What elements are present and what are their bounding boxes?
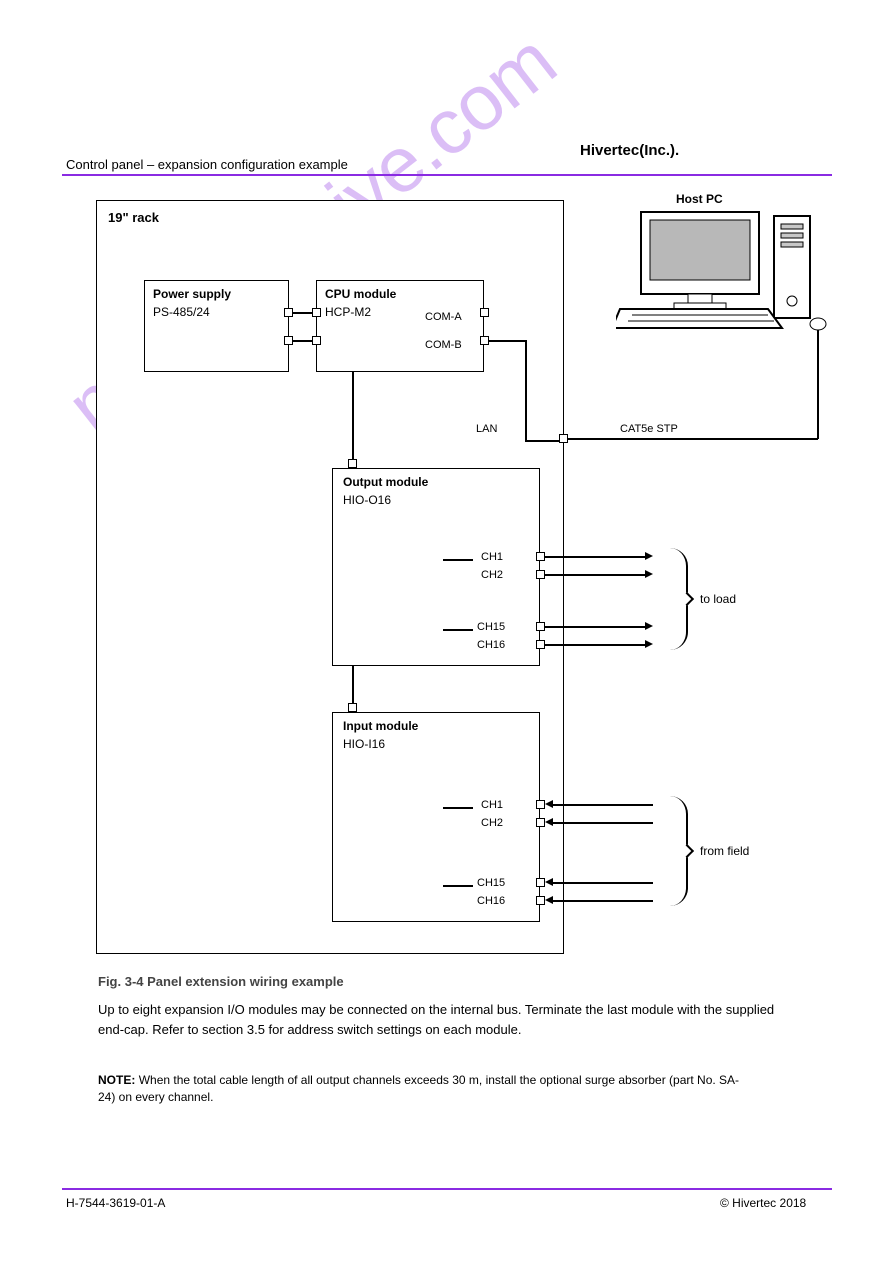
in-port-16	[536, 896, 545, 905]
cpu-port-left-b	[312, 336, 321, 345]
lan-cable-label: CAT5e STP	[620, 423, 678, 435]
out-line-15	[545, 626, 645, 628]
rack-label: 19" rack	[108, 210, 159, 225]
note-label: NOTE:	[98, 1073, 135, 1087]
out-ch1: CH1	[481, 551, 503, 563]
in-dash-2	[443, 885, 473, 887]
in-port-2	[536, 818, 545, 827]
header-doc-title: Control panel – expansion configuration …	[66, 157, 348, 172]
bus-v-mid	[352, 666, 354, 703]
in-dash-1	[443, 807, 473, 809]
out-side-label: to load	[700, 592, 736, 606]
cpu-com-b: COM-B	[425, 339, 462, 351]
host-pc-icon	[616, 206, 831, 334]
bus-v-left	[352, 372, 354, 462]
figure-paragraph: Up to eight expansion I/O modules may be…	[98, 1000, 798, 1039]
footer-right: © Hivertec 2018	[720, 1196, 806, 1210]
out-dash-2	[443, 629, 473, 631]
power-supply-box: Power supply PS-485/24	[144, 280, 289, 372]
in-brace	[658, 796, 688, 906]
figure-caption: Fig. 3-4 Panel extension wiring example	[98, 974, 344, 989]
out-title: Output module	[343, 475, 428, 489]
out-port-1	[536, 552, 545, 561]
in-arrow-15	[545, 878, 553, 886]
cpu-port-com-b	[480, 336, 489, 345]
in-side-label: from field	[700, 844, 749, 858]
in-ch16: CH16	[477, 895, 505, 907]
output-module-box: Output module HIO-O16 CH1 CH2 CH15 CH16	[332, 468, 540, 666]
in-line-15	[553, 882, 653, 884]
cpu-name: HCP-M2	[325, 305, 371, 319]
rack-lan-port	[559, 434, 568, 443]
in-port-15	[536, 878, 545, 887]
in-ch15: CH15	[477, 877, 505, 889]
in-bus-port	[348, 703, 357, 712]
out-port-2	[536, 570, 545, 579]
bus-h1	[489, 340, 525, 342]
in-arrow-16	[545, 896, 553, 904]
footer-rule	[62, 1188, 832, 1190]
in-line-16	[553, 900, 653, 902]
in-arrow-1	[545, 800, 553, 808]
in-arrow-2	[545, 818, 553, 826]
bus-v1	[525, 340, 527, 440]
header-section-title: Hivertec(Inc.).	[580, 142, 679, 159]
out-brace	[658, 548, 688, 650]
out-arrow-15	[645, 622, 653, 630]
cpu-lan-label: LAN	[476, 423, 497, 435]
in-ch2: CH2	[481, 817, 503, 829]
out-port-16	[536, 640, 545, 649]
page: manualshive.com Hivertec(Inc.). Control …	[0, 0, 893, 1263]
lan-cable-v	[817, 326, 819, 439]
lan-cable-h	[568, 438, 818, 440]
out-port-15	[536, 622, 545, 631]
out-line-16	[545, 644, 645, 646]
in-line-2	[553, 822, 653, 824]
header-rule	[62, 174, 832, 176]
in-line-1	[553, 804, 653, 806]
in-name: HIO-I16	[343, 737, 385, 751]
cpu-com-a: COM-A	[425, 311, 462, 323]
out-line-1	[545, 556, 645, 558]
cpu-box: CPU module HCP-M2 COM-A COM-B	[316, 280, 484, 372]
out-dash-1	[443, 559, 473, 561]
cpu-port-com-a	[480, 308, 489, 317]
cpu-title: CPU module	[325, 287, 396, 301]
out-arrow-16	[645, 640, 653, 648]
host-pc-label: Host PC	[676, 192, 723, 206]
ps-title: Power supply	[153, 287, 231, 301]
in-ch1: CH1	[481, 799, 503, 811]
out-line-2	[545, 574, 645, 576]
out-ch16: CH16	[477, 639, 505, 651]
ps-port-b	[284, 336, 293, 345]
note-block: NOTE: When the total cable length of all…	[98, 1072, 748, 1107]
ps-port-a	[284, 308, 293, 317]
in-title: Input module	[343, 719, 418, 733]
out-name: HIO-O16	[343, 493, 391, 507]
out-ch2: CH2	[481, 569, 503, 581]
bus-h-out	[525, 440, 560, 442]
in-port-1	[536, 800, 545, 809]
note-text: When the total cable length of all outpu…	[98, 1073, 739, 1104]
out-bus-port	[348, 459, 357, 468]
out-ch15: CH15	[477, 621, 505, 633]
footer-left: H-7544-3619-01-A	[66, 1196, 165, 1210]
cpu-port-left-a	[312, 308, 321, 317]
out-arrow-2	[645, 570, 653, 578]
out-arrow-1	[645, 552, 653, 560]
link-ps-cpu-a	[293, 312, 312, 314]
input-module-box: Input module HIO-I16 CH1 CH2 CH15 CH16	[332, 712, 540, 922]
link-ps-cpu-b	[293, 340, 312, 342]
ps-name: PS-485/24	[153, 305, 210, 319]
